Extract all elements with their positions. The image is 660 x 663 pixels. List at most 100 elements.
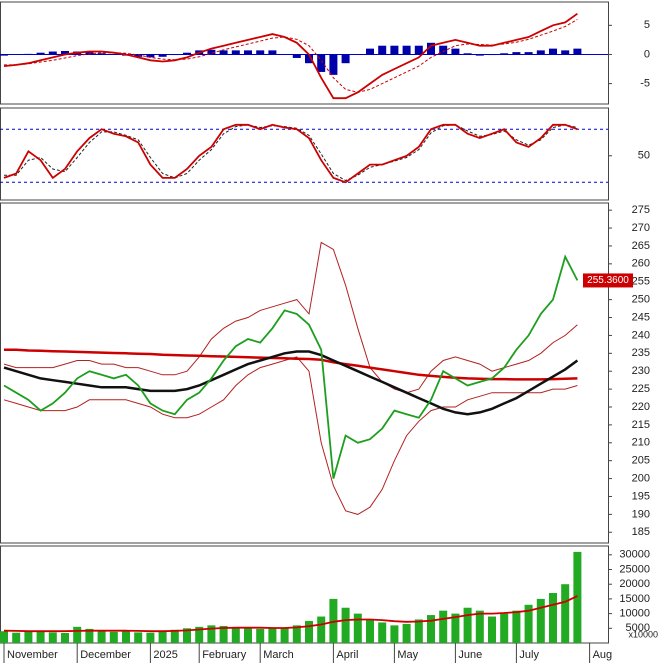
panel-frame — [0, 107, 609, 201]
bar — [231, 627, 240, 643]
bar — [170, 54, 179, 56]
bar — [109, 54, 118, 55]
bar — [353, 613, 362, 643]
bar — [353, 54, 362, 55]
y-tick-label: 260 — [632, 258, 650, 270]
bar — [85, 52, 94, 55]
x-tick-label: Aug — [593, 649, 613, 661]
bar — [219, 50, 228, 55]
price-tag-label: 255.3600 — [587, 275, 629, 286]
y-tick-label: 205 — [632, 455, 650, 467]
bar — [341, 54, 350, 64]
bar — [97, 630, 106, 643]
bar — [280, 54, 289, 55]
y-tick-label: -5 — [640, 78, 650, 90]
bar — [475, 54, 484, 56]
bar — [561, 584, 570, 643]
bar — [366, 619, 374, 643]
bar — [268, 50, 277, 55]
series-line — [4, 19, 578, 93]
bar — [231, 50, 240, 55]
bar — [439, 45, 448, 55]
bar — [475, 610, 484, 643]
bar — [573, 48, 582, 55]
y-tick-label: 275 — [632, 204, 650, 216]
y-tick-label: 230 — [632, 365, 650, 377]
bar — [85, 628, 94, 643]
bar — [134, 54, 143, 57]
bar — [244, 50, 252, 55]
bar — [451, 613, 460, 643]
bar — [292, 54, 301, 58]
bar — [549, 48, 557, 55]
bar — [512, 610, 521, 643]
bar — [549, 593, 557, 643]
bar — [439, 610, 448, 643]
bar — [36, 52, 45, 55]
bar — [24, 631, 33, 643]
bar — [183, 628, 191, 643]
bar — [207, 49, 216, 55]
series-line — [3, 595, 578, 633]
bar — [390, 625, 399, 643]
bar — [463, 53, 472, 55]
bar — [256, 50, 265, 55]
bar — [488, 54, 496, 56]
y-tick-label: 50 — [638, 150, 650, 162]
bar — [536, 598, 545, 643]
bar — [183, 52, 191, 55]
y-tick-label: 240 — [632, 329, 650, 341]
bar — [170, 629, 179, 643]
bar — [219, 625, 228, 643]
bar — [402, 45, 411, 55]
series-line — [3, 123, 578, 184]
bar — [378, 45, 387, 55]
series-line — [3, 350, 579, 416]
bar — [73, 626, 82, 643]
bar — [329, 54, 338, 75]
bar — [414, 45, 423, 55]
y-tick-label: 0 — [644, 48, 650, 60]
y-tick-label: 235 — [632, 347, 650, 359]
bar — [573, 551, 582, 643]
y-tick-label: 20000 — [619, 578, 650, 590]
bar — [561, 50, 570, 55]
bar — [500, 613, 509, 643]
y-tick-label: 250 — [632, 294, 650, 306]
series-line — [4, 348, 578, 381]
bar — [524, 604, 533, 643]
bar — [97, 53, 106, 55]
bar — [292, 625, 301, 643]
x-tick-label: December — [80, 649, 131, 661]
bar — [0, 54, 8, 56]
panel-frame — [0, 545, 609, 644]
bar — [280, 628, 289, 643]
series-line — [3, 241, 578, 394]
bar — [378, 622, 387, 643]
y-tick-label: 185 — [632, 526, 650, 538]
bar — [427, 615, 435, 643]
y-tick-label: 190 — [632, 508, 650, 520]
y-tick-label: 10000 — [619, 608, 650, 620]
y-tick-label: 195 — [632, 490, 650, 502]
y-tick-label: 270 — [632, 222, 650, 234]
bar — [207, 625, 216, 643]
bar — [158, 630, 167, 643]
x-tick-label: May — [397, 649, 418, 661]
y-tick-label: 220 — [632, 401, 650, 413]
y-tick-label: 265 — [632, 240, 650, 252]
x-tick-label: February — [202, 649, 247, 661]
bar — [305, 620, 313, 643]
bar — [536, 50, 545, 55]
bar — [0, 631, 8, 643]
panel-frame — [0, 202, 609, 544]
y-tick-label: 225 — [632, 383, 650, 395]
bar — [256, 628, 265, 643]
bar — [390, 45, 399, 55]
bar — [500, 53, 509, 55]
bar — [402, 623, 411, 643]
bar — [109, 631, 118, 643]
price-tag — [583, 273, 633, 288]
bar — [414, 619, 423, 643]
